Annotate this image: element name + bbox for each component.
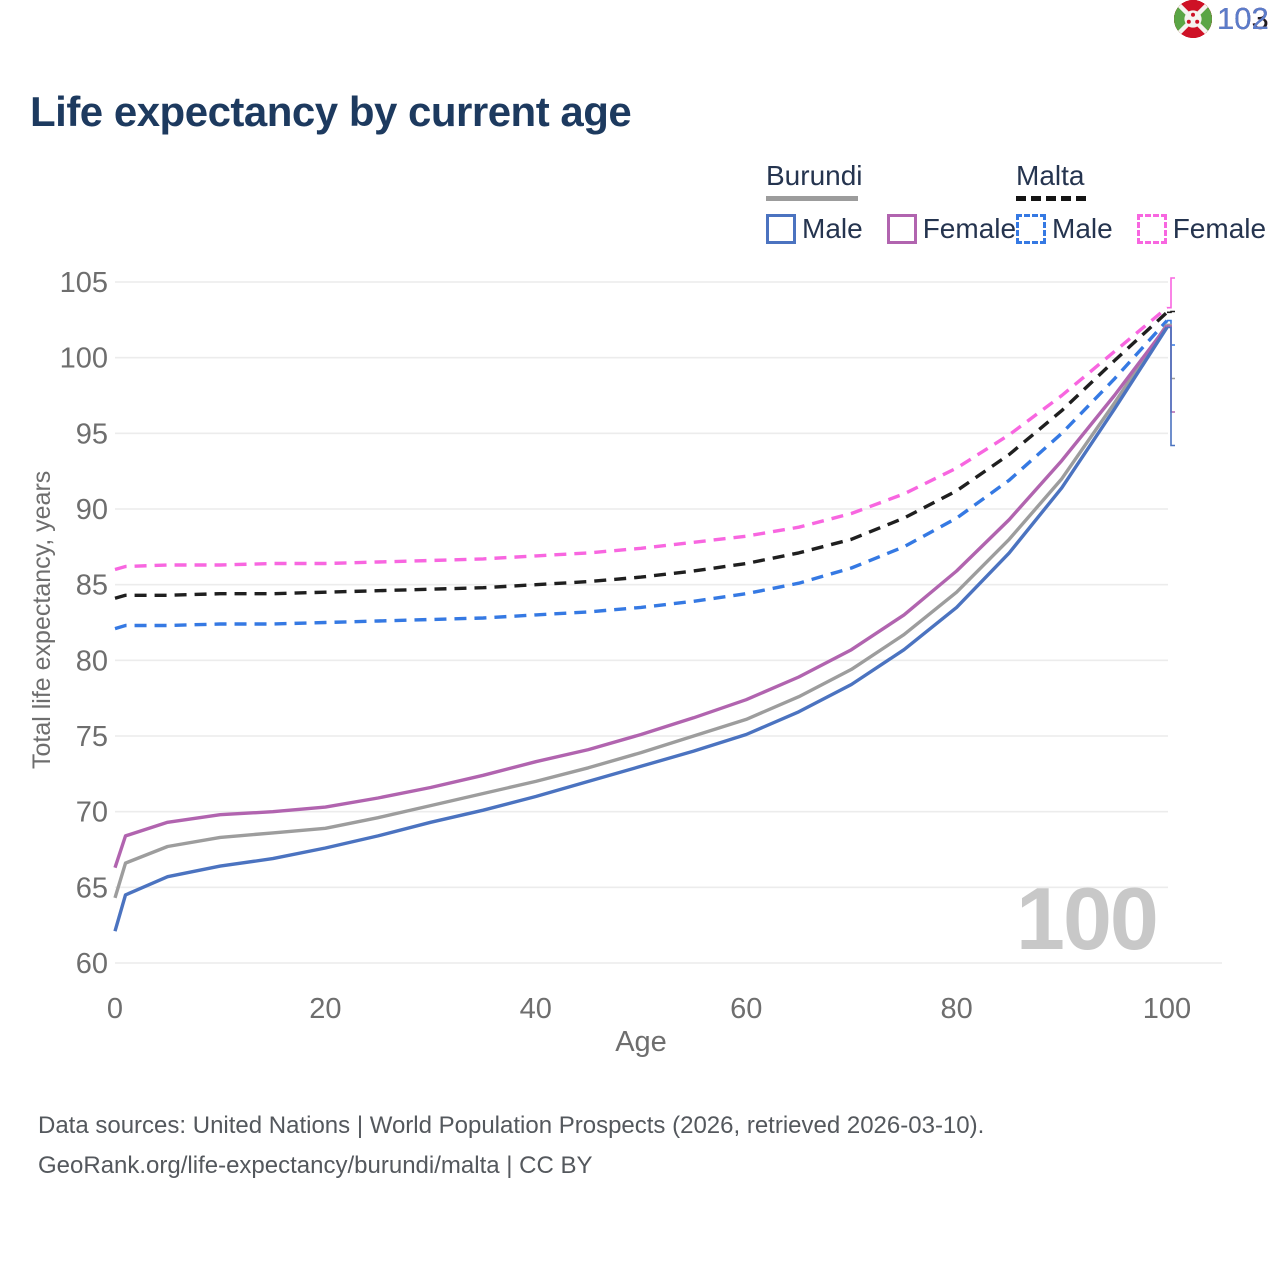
x-tick-label: 20 (309, 993, 341, 1025)
y-tick-label: 65 (76, 872, 108, 904)
x-tick-label: 100 (1143, 993, 1191, 1025)
y-tick-label: 70 (76, 797, 108, 829)
label-connector (1167, 326, 1175, 447)
x-axis-title: Age (615, 1026, 667, 1058)
legend-item-burundi-female[interactable]: Female (886, 213, 1017, 245)
series-line (114, 306, 1169, 572)
footer: Data sources: United Nations | World Pop… (38, 1106, 984, 1186)
legend-item-malta-male[interactable]: Male (1016, 213, 1113, 245)
end-value: 102 (1217, 1, 1269, 36)
malta-line-style-sample (1016, 196, 1086, 201)
malta-female-checkbox[interactable] (1136, 214, 1167, 244)
attribution-line: GeoRank.org/life-expectancy/burundi/malt… (38, 1152, 593, 1179)
label-connector (1167, 277, 1175, 309)
burundi-flag-icon (1174, 0, 1212, 38)
y-tick-label: 105 (60, 267, 108, 299)
end-value: 103 (1217, 1, 1269, 36)
legend-group-malta: Malta Male Female (1016, 160, 1280, 245)
series-line (113, 326, 1169, 932)
y-tick-label: 100 (60, 343, 108, 375)
legend-country-malta: Malta (1016, 160, 1085, 191)
y-tick-label: 95 (76, 418, 108, 450)
legend-item-malta-female[interactable]: Female (1136, 213, 1267, 245)
end-value: 102 (1217, 1, 1269, 36)
end-label-burundi-male: 102 (1174, 0, 1278, 38)
x-tick-label: 60 (730, 993, 762, 1025)
series-line (114, 311, 1169, 600)
legend-group-burundi: Burundi Male Female (766, 160, 1040, 245)
y-tick-label: 80 (76, 645, 108, 677)
burundi-line-style-sample (766, 196, 858, 201)
legend-item-burundi-male[interactable]: Male (766, 213, 863, 245)
legend-label: Male (1052, 213, 1113, 244)
y-tick-label: 85 (76, 570, 108, 602)
age-watermark: 100 (1016, 869, 1159, 968)
series-line (113, 323, 1169, 899)
end-value: 102 (1217, 1, 1269, 36)
series-line (113, 324, 1169, 869)
legend-label: Female (922, 213, 1017, 244)
end-value: 102 (1217, 1, 1269, 36)
x-tick-label: 0 (107, 993, 123, 1025)
burundi-male-checkbox[interactable] (766, 214, 796, 244)
y-tick-label: 75 (76, 721, 108, 753)
y-tick-label: 60 (76, 948, 108, 980)
legend-label: Female (1172, 213, 1267, 244)
x-tick-label: 80 (940, 993, 972, 1025)
legend-label: Male (802, 213, 863, 244)
y-tick-label: 90 (76, 494, 108, 526)
series-line (114, 319, 1169, 631)
legend-country-burundi: Burundi (766, 160, 863, 191)
x-tick-label: 40 (520, 993, 552, 1025)
data-sources-line: Data sources: United Nations | World Pop… (38, 1112, 985, 1139)
end-value: 103 (1217, 1, 1269, 36)
y-axis-title: Total life expectancy, years (28, 470, 56, 770)
page-title: Life expectancy by current age (30, 88, 632, 135)
burundi-female-checkbox[interactable] (886, 214, 917, 244)
label-connector (1167, 310, 1175, 314)
malta-male-checkbox[interactable] (1016, 214, 1046, 244)
